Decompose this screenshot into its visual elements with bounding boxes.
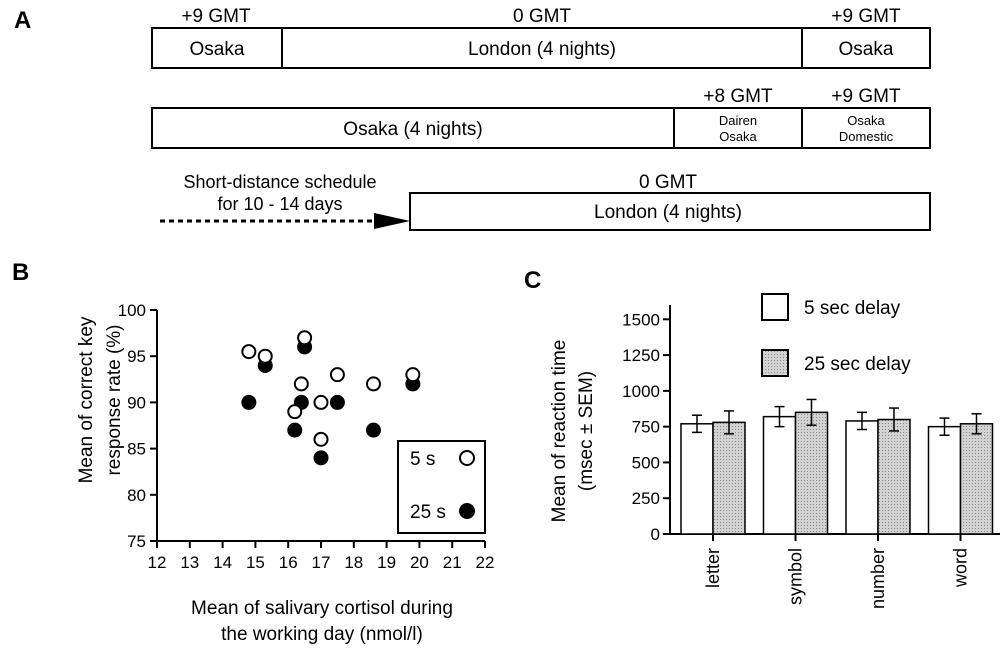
x-tick-label: 13 xyxy=(180,553,199,572)
row1-cell-london: London (4 nights) xyxy=(468,39,616,60)
bar-25sec xyxy=(959,423,994,535)
row3-zone-london: 0 GMT xyxy=(639,172,697,193)
bar-legend-label-25sec: 25 sec delay xyxy=(804,354,911,375)
scatter-point-5s xyxy=(297,330,313,346)
scatter-point-25s xyxy=(329,394,345,410)
row3-pre-label-1: Short-distance schedule xyxy=(183,172,376,192)
bar-5sec xyxy=(845,420,879,535)
bar-25sec xyxy=(877,418,911,535)
panel-a: A +9 GMT 0 GMT +9 GMT Osaka London (4 ni… xyxy=(14,6,931,231)
bar-5sec xyxy=(927,425,962,535)
bar-category-label: number xyxy=(868,548,888,609)
panel-c-letter: C xyxy=(524,267,541,294)
scatter-point-5s xyxy=(405,367,421,383)
bar-5sec xyxy=(762,415,797,535)
row1-cell-osaka: Osaka xyxy=(190,39,245,60)
bar-y-tick-label: 1250 xyxy=(622,346,660,365)
panel-c: C 0 250 500 750 1000 1250 1500 letter symbol numb… xyxy=(524,267,1000,609)
row2-cell-domestic-line1: Osaka xyxy=(847,113,885,128)
scatter-legend-open-marker xyxy=(459,450,475,466)
row1-zone-osaka: +9 GMT xyxy=(181,6,251,27)
bar-25sec xyxy=(794,411,829,535)
x-tick-label: 19 xyxy=(377,553,396,572)
bar-25sec xyxy=(712,421,746,535)
x-tick-label: 14 xyxy=(213,553,232,572)
bar-legend-white-swatch xyxy=(761,293,789,321)
scatter-point-25s xyxy=(365,422,381,438)
scatter-point-5s xyxy=(257,348,273,364)
scatter-legend-filled-marker xyxy=(459,503,475,519)
x-tick-label: 21 xyxy=(443,553,462,572)
x-tick-label: 22 xyxy=(476,553,495,572)
x-tick-label: 15 xyxy=(246,553,265,572)
x-tick-label: 16 xyxy=(279,553,298,572)
row3-pre-label-2: for 10 - 14 days xyxy=(217,194,342,214)
bar-y-axis-label-line2: (msec ± SEM) xyxy=(576,371,597,491)
row2-zone-dairen: +8 GMT xyxy=(703,86,773,107)
row1-zone-london: 0 GMT xyxy=(513,6,571,27)
row1-zone-osaka-return: +9 GMT xyxy=(831,6,901,27)
x-axis-label-line2: the working day (nmol/l) xyxy=(221,624,423,645)
panel-a-letter: A xyxy=(14,7,31,34)
y-tick-label: 75 xyxy=(127,532,146,551)
bar-y-tick-label: 250 xyxy=(632,489,660,508)
scatter-legend-label-25s: 25 s xyxy=(410,502,446,523)
bar-category-label: word xyxy=(951,548,971,588)
row2-zone-domestic: +9 GMT xyxy=(831,86,901,107)
x-tick-label: 18 xyxy=(344,553,363,572)
row2-cell-dairen-line2: Osaka xyxy=(719,129,757,144)
scatter-point-5s xyxy=(313,431,329,447)
row3-timeline-box xyxy=(409,192,931,231)
scatter-points xyxy=(241,330,421,466)
bar-marks xyxy=(680,398,994,535)
bar-category-label: letter xyxy=(703,548,723,588)
bar-y-tick-label: 0 xyxy=(651,525,660,544)
scatter-point-5s xyxy=(365,376,381,392)
scatter-axes: 75 80 85 90 95 100 12 13 14 15 16 17 18 19 20 21 22 xyxy=(118,301,495,572)
panel-b-letter: B xyxy=(12,259,29,286)
x-tick-label: 12 xyxy=(148,553,167,572)
bar-legend-gray-swatch xyxy=(761,349,789,377)
y-tick-label: 100 xyxy=(118,301,146,320)
panel-b: B 75 80 85 90 95 100 12 13 14 15 16 17 18 19 20 21 22 Me… xyxy=(12,259,494,645)
x-tick-label: 20 xyxy=(410,553,429,572)
y-tick-label: 85 xyxy=(127,440,146,459)
bar-5sec xyxy=(680,423,714,535)
scatter-point-5s xyxy=(313,394,329,410)
scatter-point-5s xyxy=(241,344,257,360)
bar-legend-label-5sec: 5 sec delay xyxy=(804,298,901,319)
row2-cell-dairen-line1: Dairen xyxy=(719,113,757,128)
bar-category-label: symbol xyxy=(786,548,806,605)
scatter-point-5s xyxy=(293,376,309,392)
row1-cell-osaka-return: Osaka xyxy=(839,39,894,60)
bar-y-tick-label: 1000 xyxy=(622,382,660,401)
bar-y-tick-label: 750 xyxy=(632,418,660,437)
y-axis-label-line2: response rate (%) xyxy=(104,324,125,475)
y-tick-label: 90 xyxy=(127,393,146,412)
scatter-legend-label-5s: 5 s xyxy=(410,449,435,470)
scatter-point-25s xyxy=(241,394,257,410)
scatter-point-25s xyxy=(287,422,303,438)
x-tick-label: 17 xyxy=(312,553,331,572)
row3-arrowhead xyxy=(374,213,410,229)
bar-y-tick-label: 1500 xyxy=(622,310,660,329)
bar-y-axis-label-line1: Mean of reaction time xyxy=(549,340,570,523)
row2-cell-osaka: Osaka (4 nights) xyxy=(343,119,482,140)
scatter-point-5s xyxy=(287,404,303,420)
bar-y-tick-label: 500 xyxy=(632,453,660,472)
y-tick-label: 80 xyxy=(127,486,146,505)
row2-cell-domestic-line2: Domestic xyxy=(839,129,894,144)
x-axis-label-line1: Mean of salivary cortisol during xyxy=(191,598,453,619)
row3-cell-london: London (4 nights) xyxy=(594,202,742,223)
scatter-point-5s xyxy=(329,367,345,383)
y-axis-label-line1: Mean of correct key xyxy=(76,316,97,483)
scatter-point-25s xyxy=(313,450,329,466)
y-tick-label: 95 xyxy=(127,347,146,366)
row2-timeline-box xyxy=(151,107,931,149)
